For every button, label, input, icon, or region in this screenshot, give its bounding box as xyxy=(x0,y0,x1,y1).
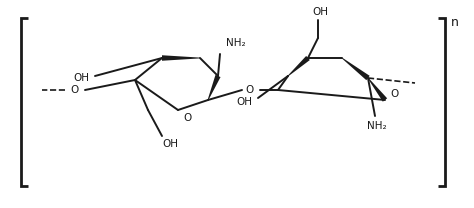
Text: OH: OH xyxy=(162,139,178,149)
Polygon shape xyxy=(162,55,200,61)
Text: O: O xyxy=(184,113,192,123)
Text: O: O xyxy=(71,85,79,95)
Text: O: O xyxy=(246,85,254,95)
Text: OH: OH xyxy=(312,7,328,17)
Text: n: n xyxy=(451,16,459,30)
Polygon shape xyxy=(288,56,310,76)
Text: OH: OH xyxy=(73,73,89,83)
Polygon shape xyxy=(208,75,220,100)
Text: NH₂: NH₂ xyxy=(367,121,387,131)
Text: O: O xyxy=(391,89,399,99)
Polygon shape xyxy=(368,78,387,102)
Text: NH₂: NH₂ xyxy=(226,38,246,48)
Polygon shape xyxy=(342,58,370,80)
Text: OH: OH xyxy=(236,97,252,107)
